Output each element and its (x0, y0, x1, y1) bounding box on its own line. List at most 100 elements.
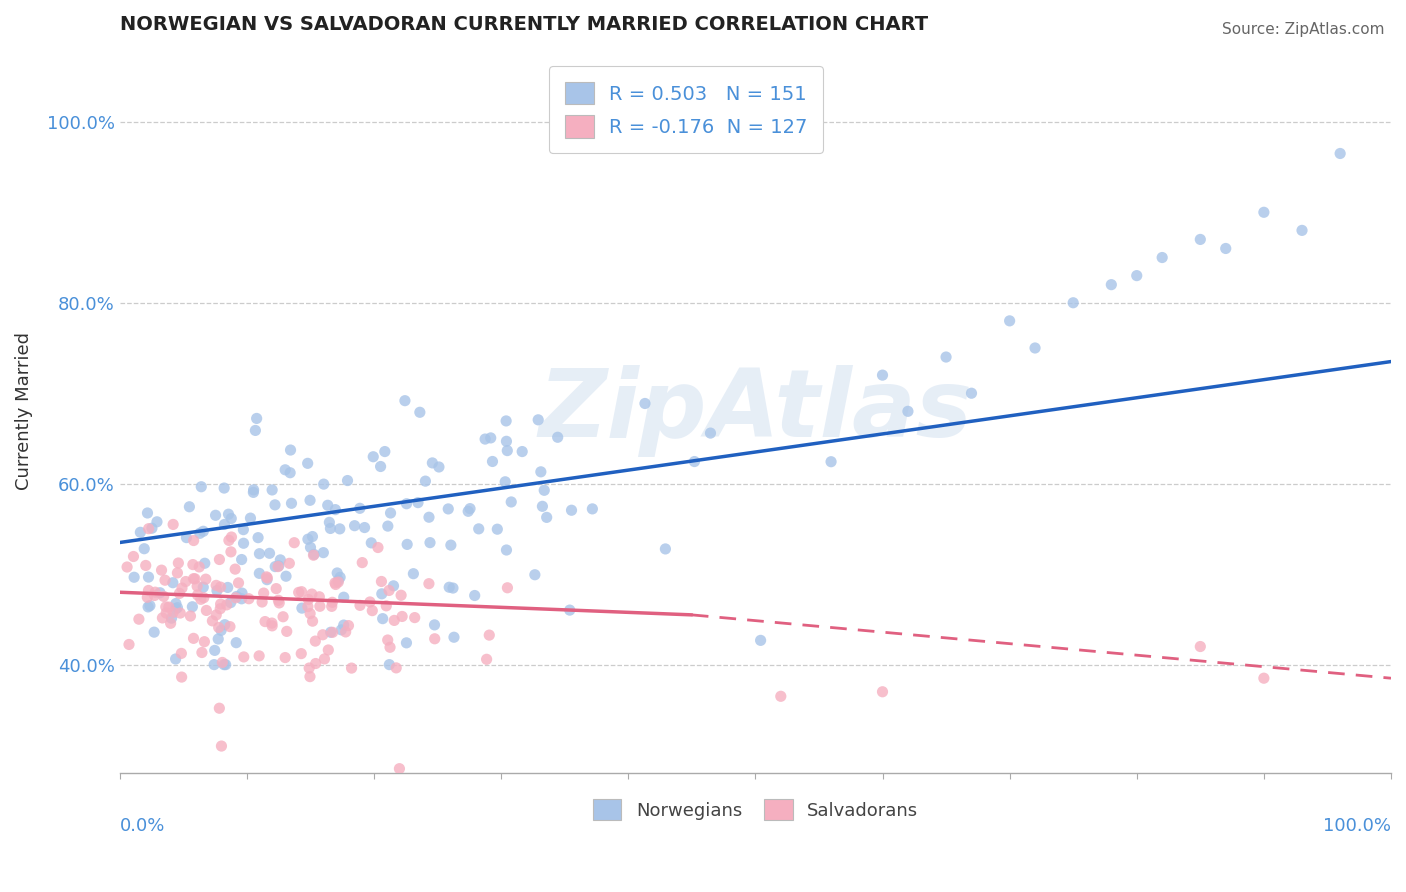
Point (312, 628, 335, 642)
Point (467, 522, 489, 536)
Point (141, 521, 163, 535)
Point (176, 531, 198, 545)
Point (321, 599, 343, 614)
Point (378, 640, 401, 655)
Point (217, 581, 239, 595)
Point (191, 646, 214, 660)
Point (391, 609, 413, 624)
Point (184, 572, 207, 586)
Point (479, 431, 502, 445)
Point (329, 522, 352, 536)
Point (129, 525, 152, 540)
Point (370, 459, 392, 474)
Point (1215, 242, 1237, 256)
Point (287, 585, 309, 599)
Point (143, 625, 166, 640)
Point (280, 443, 302, 458)
Point (165, 597, 187, 611)
Point (581, 501, 603, 516)
Point (312, 546, 335, 560)
Point (250, 595, 273, 609)
Point (247, 648, 270, 663)
Point (316, 498, 339, 512)
Point (232, 536, 254, 550)
Point (328, 575, 350, 590)
Point (332, 591, 354, 605)
Point (205, 607, 228, 622)
Point (274, 569, 297, 583)
Point (305, 657, 328, 671)
Point (153, 573, 176, 587)
Point (297, 456, 319, 470)
Point (207, 632, 229, 646)
Point (394, 393, 416, 408)
Point (208, 620, 231, 634)
Y-axis label: Currently Married: Currently Married (15, 333, 32, 491)
Point (496, 581, 519, 595)
Point (304, 634, 326, 648)
Point (205, 578, 228, 592)
Point (169, 606, 191, 620)
Point (536, 510, 558, 524)
Point (193, 634, 215, 648)
Point (322, 625, 344, 640)
Point (321, 595, 343, 609)
Point (1152, 251, 1174, 265)
Point (225, 591, 247, 605)
Point (298, 670, 321, 684)
Point (440, 538, 463, 552)
Point (218, 507, 240, 521)
Point (152, 590, 174, 604)
Point (464, 589, 486, 603)
Point (634, 396, 657, 410)
Point (193, 580, 215, 594)
Point (872, 685, 894, 699)
Point (375, 599, 398, 613)
Point (314, 652, 336, 666)
Point (247, 531, 270, 545)
Point (280, 496, 302, 510)
Point (388, 762, 411, 776)
Point (138, 522, 160, 536)
Point (169, 586, 191, 600)
Point (231, 586, 253, 600)
Point (170, 647, 193, 661)
Point (458, 501, 481, 516)
Point (193, 524, 215, 539)
Point (212, 657, 235, 672)
Point (699, 426, 721, 441)
Point (560, 503, 582, 517)
Point (343, 518, 366, 533)
Point (135, 558, 157, 573)
Point (309, 599, 332, 614)
Point (267, 558, 290, 573)
Point (209, 601, 232, 615)
Point (406, 495, 429, 509)
Point (170, 670, 193, 684)
Point (380, 506, 402, 520)
Point (183, 572, 205, 586)
Point (166, 566, 188, 580)
Point (264, 559, 287, 574)
Point (769, 690, 792, 704)
Point (326, 566, 349, 580)
Point (242, 485, 264, 500)
Point (170, 581, 193, 595)
Point (360, 536, 382, 550)
Point (183, 533, 205, 548)
Point (283, 535, 305, 549)
Point (423, 618, 446, 632)
Point (290, 647, 312, 661)
Point (274, 463, 297, 477)
Point (143, 585, 166, 599)
Point (495, 434, 517, 449)
Point (165, 601, 187, 615)
Point (325, 577, 347, 591)
Point (332, 618, 354, 632)
Point (349, 599, 371, 613)
Point (214, 657, 236, 672)
Point (167, 556, 190, 570)
Point (374, 444, 396, 458)
Point (382, 579, 405, 593)
Point (1329, 146, 1351, 161)
